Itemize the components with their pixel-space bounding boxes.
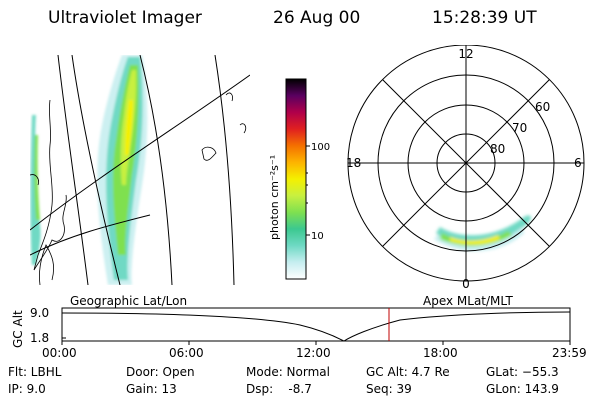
colorbar-scale [285,78,307,280]
x-tick-2359: 23:59 [552,346,587,360]
date-label: 26 Aug 00 [273,8,361,28]
x-tick-1200: 12:00 [296,346,331,360]
geo-grid [30,55,250,285]
lat-label-80: 80 [490,142,505,156]
status-gc-alt: GC Alt: 4.7 Re [366,365,450,379]
status-dsp: Dsp: -8.7 [246,382,312,396]
x-tick-0000: 00:00 [42,346,77,360]
timeline-left-title: Geographic Lat/Lon [70,294,188,308]
status-door: Door: Open [126,365,195,379]
colorbar-tick-100: 100 [311,142,330,153]
status-ip: IP: 9.0 [8,382,46,396]
timeline-right-title: Apex MLat/MLT [423,294,513,308]
polar-plot: 12 18 6 0 60 70 80 [346,45,585,290]
status-glat: GLat: −55.3 [486,365,559,379]
x-tick-1800: 18:00 [423,346,458,360]
altitude-curve [61,311,571,342]
status-mode: Mode: Normal [246,365,330,379]
mlt-label-6: 6 [574,156,582,170]
coastlines [30,92,247,285]
status-gain: Gain: 13 [126,382,177,396]
status-glon: GLon: 143.9 [486,382,559,396]
timeline-y-tick-low: 1.8 [30,331,49,345]
lat-label-70: 70 [512,121,527,135]
colorbar-tick-10: 10 [311,231,324,242]
colorbar: 100 10 photon cm⁻²s⁻¹ [268,78,330,280]
mlt-label-0: 0 [462,277,470,290]
mlt-label-18: 18 [346,156,361,170]
mlt-label-12: 12 [458,47,473,61]
timeline-y-tick-high: 9.0 [30,306,49,320]
altitude-timeline: GC Alt 9.0 1.8 [11,306,571,348]
colorbar-unit-label: photon cm⁻²s⁻¹ [268,155,281,240]
x-tick-0600: 06:00 [169,346,204,360]
status-seq: Seq: 39 [366,382,412,396]
aurora-band [30,55,148,285]
geographic-image-panel [30,55,250,285]
time-label: 15:28:39 UT [432,8,537,28]
polar-aurora-oval [434,215,531,252]
status-flt: Flt: LBHL [8,365,62,379]
timeline-y-axis-label: GC Alt [11,310,25,348]
lat-label-60: 60 [535,100,550,114]
polar-grid [347,45,585,282]
instrument-title: Ultraviolet Imager [48,8,202,28]
